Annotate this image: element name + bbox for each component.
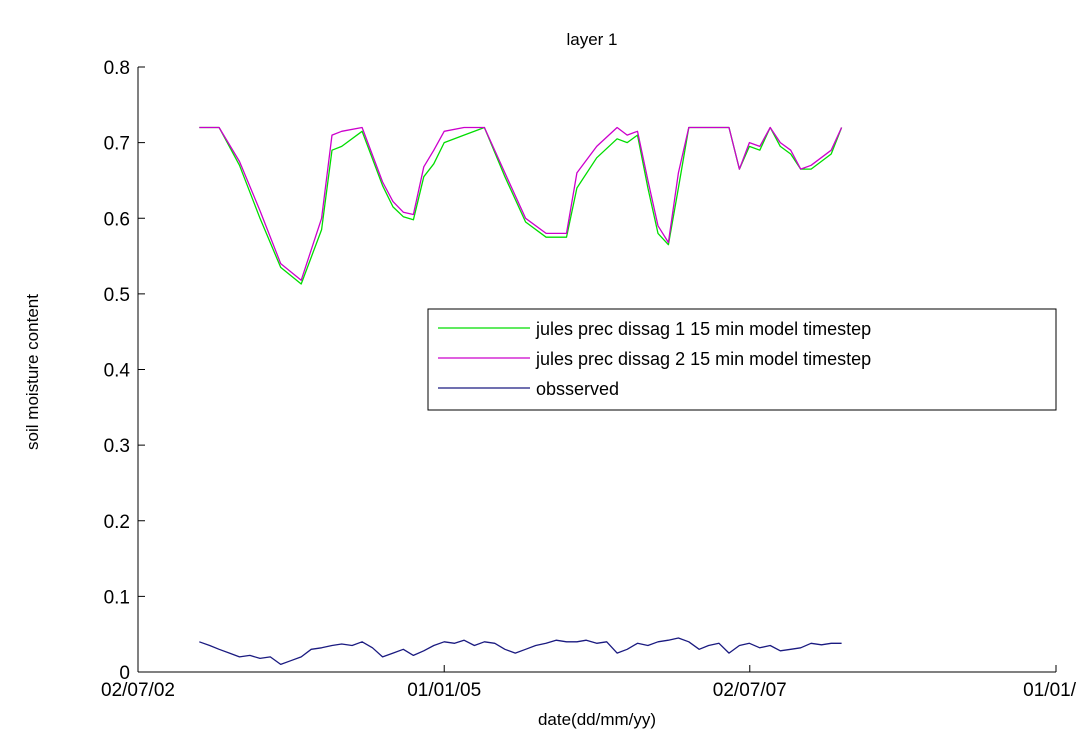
tick-marks: 0 0.1 0.2 0.3 0.4 0.5 0.6 0.7 0.8 02/07/02 01/01/0… xyxy=(101,58,1077,701)
y-tick-label: 0.2 xyxy=(104,512,130,533)
y-tick-label: 0 xyxy=(119,663,130,684)
legend: jules prec dissag 1 15 min model timeste… xyxy=(427,308,1057,411)
series-lines xyxy=(199,126,843,666)
y-tick-label: 0.8 xyxy=(104,58,130,79)
series-line-3 xyxy=(199,637,842,666)
x-tick-label: 01/01/ xyxy=(1023,680,1077,701)
series-line-2 xyxy=(199,126,843,281)
series-line-1 xyxy=(199,126,843,285)
x-tick-label: 02/07/02 xyxy=(101,680,175,701)
legend-box xyxy=(427,308,1057,411)
legend-label: jules prec dissag 2 15 min model timeste… xyxy=(535,349,871,369)
x-axis-label: date(dd/mm/yy) xyxy=(538,710,656,729)
chart-title: layer 1 xyxy=(566,30,617,49)
legend-label: jules prec dissag 1 15 min model timeste… xyxy=(535,319,871,339)
legend-label: obsserved xyxy=(536,379,619,399)
y-tick-label: 0.7 xyxy=(104,134,130,155)
x-tick-label: 01/01/05 xyxy=(407,680,481,701)
y-tick-label: 0.4 xyxy=(104,361,131,382)
y-tick-label: 0.6 xyxy=(104,209,130,230)
x-tick-label: 02/07/07 xyxy=(713,680,787,701)
y-tick-label: 0.5 xyxy=(104,285,130,306)
y-axis-label: soil moisture content xyxy=(23,294,42,450)
y-tick-label: 0.1 xyxy=(104,587,130,608)
y-tick-label: 0.3 xyxy=(104,436,130,457)
